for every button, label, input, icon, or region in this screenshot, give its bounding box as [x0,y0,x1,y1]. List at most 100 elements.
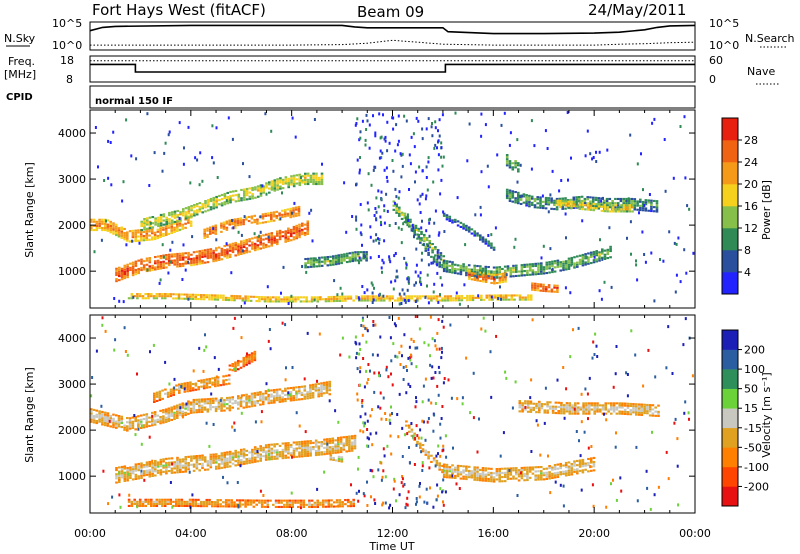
power-colorbar-tick-label: 12 [744,222,758,235]
power-region-13 [556,199,634,213]
velocity-region-4 [127,498,355,508]
velocity-colorbar-tick-label: 100 [744,363,765,376]
power-colorbar-swatch [722,228,738,251]
power-colorbar-label: Power [dB] [760,180,773,240]
power-scatter [93,111,695,306]
power-colorbar-tick-label: 16 [744,200,758,213]
power-region-4 [304,251,368,269]
noise-right-tick-low: 10^0 [709,39,739,52]
velocity-region-7 [405,420,444,474]
velocity-colorbar-tick-label: -200 [744,480,769,493]
power-region-1 [140,172,324,232]
n-search-line [90,39,696,46]
x-tick-label: 00:00 [679,527,711,540]
velocity-y-tick-label: 3000 [58,378,86,391]
cpid-program: normal 150 IF [95,96,173,107]
power-region-14 [505,154,520,173]
velocity-y-tick-label: 4000 [58,332,86,345]
power-heatmap [90,111,695,306]
power-colorbar: 28 24 20 16 12 8 4 [721,117,758,295]
velocity-colorbar-tick-label: 15 [744,402,758,415]
power-colorbar-swatch [722,140,738,163]
power-colorbar-tick-label: 20 [744,178,758,191]
n-sky-label: N.Sky [4,32,36,45]
cpid-label: CPID [6,92,33,103]
velocity-colorbar-tick-label: -15 [744,422,762,435]
velocity-colorbar-tick-label: -50 [744,441,762,454]
x-tick-label: 04:00 [175,527,207,540]
power-y-axis-label: Slant Range [km] [23,162,36,258]
x-axis-label: Time UT [368,540,414,553]
power-axes: 1000 2000 3000 4000 [58,110,696,308]
velocity-scatter [90,315,694,511]
power-region-9 [442,245,612,279]
power-y-tick-label: 4000 [58,127,86,140]
velocity-region-6 [518,400,660,417]
power-y-tick-label: 1000 [58,265,86,278]
velocity-colorbar-tick-label: -100 [744,461,769,474]
power-region-3 [115,220,310,283]
velocity-colorbar-swatch [722,466,738,487]
cpid-panel-frame [89,85,696,109]
velocity-colorbar-swatch [722,388,738,409]
velocity-axes: 1000 2000 3000 4000 [58,315,696,513]
power-colorbar-tick-label: 8 [744,244,751,257]
velocity-colorbar-swatch [722,408,738,429]
freq-label: Freq. [8,55,35,68]
power-colorbar-swatch [722,272,738,295]
power-colorbar-tick-label: 4 [744,266,751,279]
freq-panel-frame [89,55,696,83]
velocity-colorbar-swatch [722,447,738,468]
power-y-tick-label: 3000 [58,173,86,186]
velocity-y-axis-label: Slant Range [km] [23,367,36,463]
n-search-label: N.Search [745,32,795,45]
freq-tick-high: 18 [60,54,74,67]
noise-left-tick-low: 10^0 [52,39,82,52]
power-region-2 [203,205,301,239]
power-region-0 [90,214,193,243]
velocity-region-8 [329,454,344,463]
power-colorbar-swatch [722,162,738,185]
power-colorbar-swatch [722,184,738,207]
power-colorbar-tick-label: 24 [744,156,758,169]
velocity-colorbar-frame [721,329,739,507]
velocity-colorbar-swatch [722,349,738,370]
x-tick-label: 16:00 [477,527,509,540]
power-region-10 [468,269,507,285]
velocity-colorbar-swatch [722,427,738,448]
power-colorbar-swatch [722,206,738,229]
mhz-label: [MHz] [4,68,36,81]
velocity-region-0 [90,380,332,432]
power-colorbar-swatch [722,118,738,141]
nave-label: Nave [747,65,775,78]
nave-tick-high: 60 [709,54,723,67]
velocity-colorbar-tick-label: 200 [744,344,765,357]
beam-label: Beam 09 [357,3,424,21]
freq-line [90,63,695,73]
velocity-colorbar-tick-label: 50 [744,383,758,396]
power-region-11 [531,282,559,293]
x-tick-label: 20:00 [578,527,610,540]
x-tick-label: 00:00 [74,527,106,540]
velocity-region-3 [228,350,257,372]
date-label: 24/May/2011 [588,1,686,19]
power-y-tick-label: 2000 [58,219,86,232]
velocity-y-tick-label: 2000 [58,424,86,437]
power-region-8 [442,212,496,251]
x-tick-label: 08:00 [276,527,308,540]
freq-tick-low: 8 [66,73,73,86]
velocity-colorbar-swatch [722,330,738,350]
noise-right-tick-high: 10^5 [709,17,739,30]
x-tick-label: 12:00 [377,527,409,540]
noise-left-tick-high: 10^5 [52,17,82,30]
velocity-y-tick-label: 1000 [58,470,86,483]
velocity-colorbar-label: Velocity [m s⁻¹] [760,372,773,457]
velocity-colorbar: 200 100 50 15 -15 -50 -100 -200 [721,329,769,507]
velocity-heatmap [90,315,694,511]
power-colorbar-tick-label: 28 [744,134,758,147]
velocity-region-2 [153,374,231,403]
nave-tick-low: 0 [709,73,716,86]
n-sky-line [89,24,696,35]
radar-title: Fort Hays West (fitACF) [92,1,266,19]
velocity-region-1 [115,434,357,484]
